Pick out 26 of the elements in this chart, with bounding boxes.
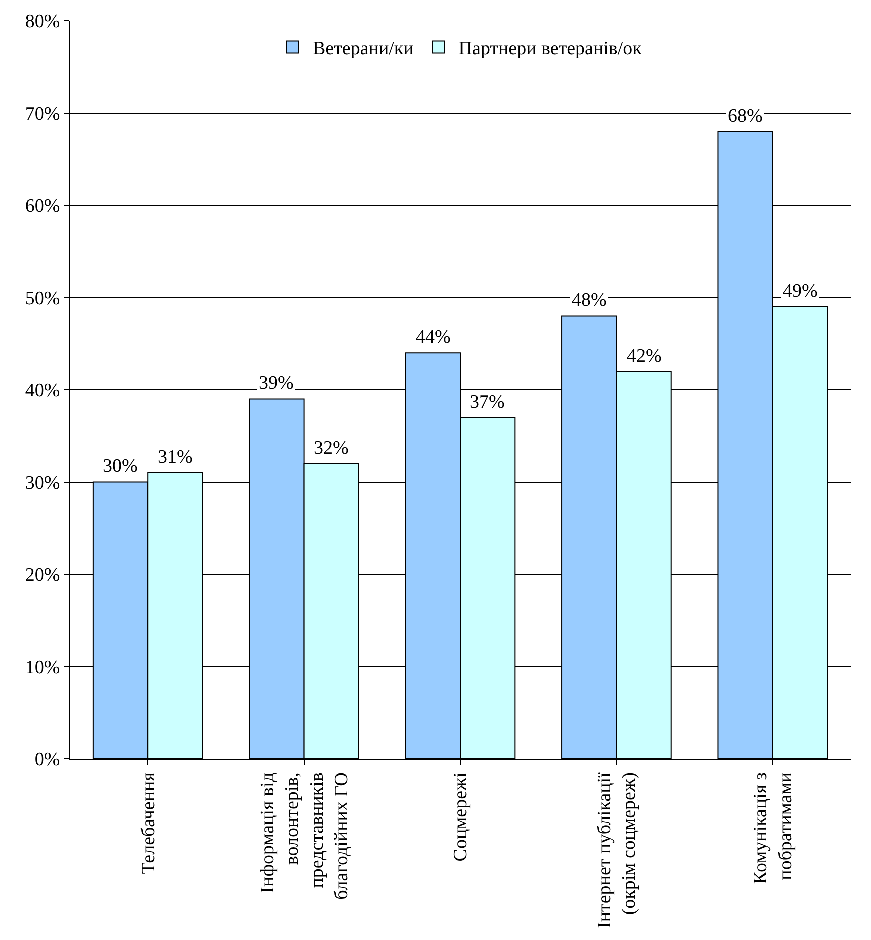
legend-label: Партнери ветеранів/ок — [458, 38, 643, 60]
data-label: 32% — [314, 438, 349, 459]
data-label: 49% — [783, 281, 818, 302]
y-tick-label: 0% — [34, 750, 60, 771]
y-tick-label: 70% — [25, 104, 60, 125]
data-label: 42% — [627, 346, 662, 367]
data-label: 48% — [572, 290, 607, 311]
x-tick-label: Комунікація з побратимами — [750, 772, 796, 884]
legend-label: Ветерани/ки — [313, 38, 414, 60]
data-label: 31% — [158, 447, 193, 468]
x-tick-label: Інтернет публікації (окрім соцмереж) — [594, 772, 640, 928]
data-label: 39% — [259, 373, 294, 394]
x-tick-label: Телебачення — [138, 772, 160, 874]
data-label: 44% — [416, 327, 451, 348]
y-tick-label: 40% — [25, 380, 60, 402]
x-tick-label: Інформація від волонтерів, представників благодійних ГО — [257, 772, 353, 900]
y-tick-label: 10% — [25, 657, 60, 678]
data-label: 68% — [728, 106, 763, 127]
y-tick-label: 20% — [25, 565, 60, 586]
y-tick-label: 60% — [25, 196, 60, 218]
x-tick-label: Соцмережі — [450, 772, 472, 862]
data-label: 37% — [470, 392, 505, 413]
y-tick-label: 80% — [25, 12, 60, 33]
y-tick-label: 50% — [25, 288, 60, 310]
y-tick-label: 30% — [25, 472, 60, 494]
data-label: 30% — [103, 456, 138, 477]
